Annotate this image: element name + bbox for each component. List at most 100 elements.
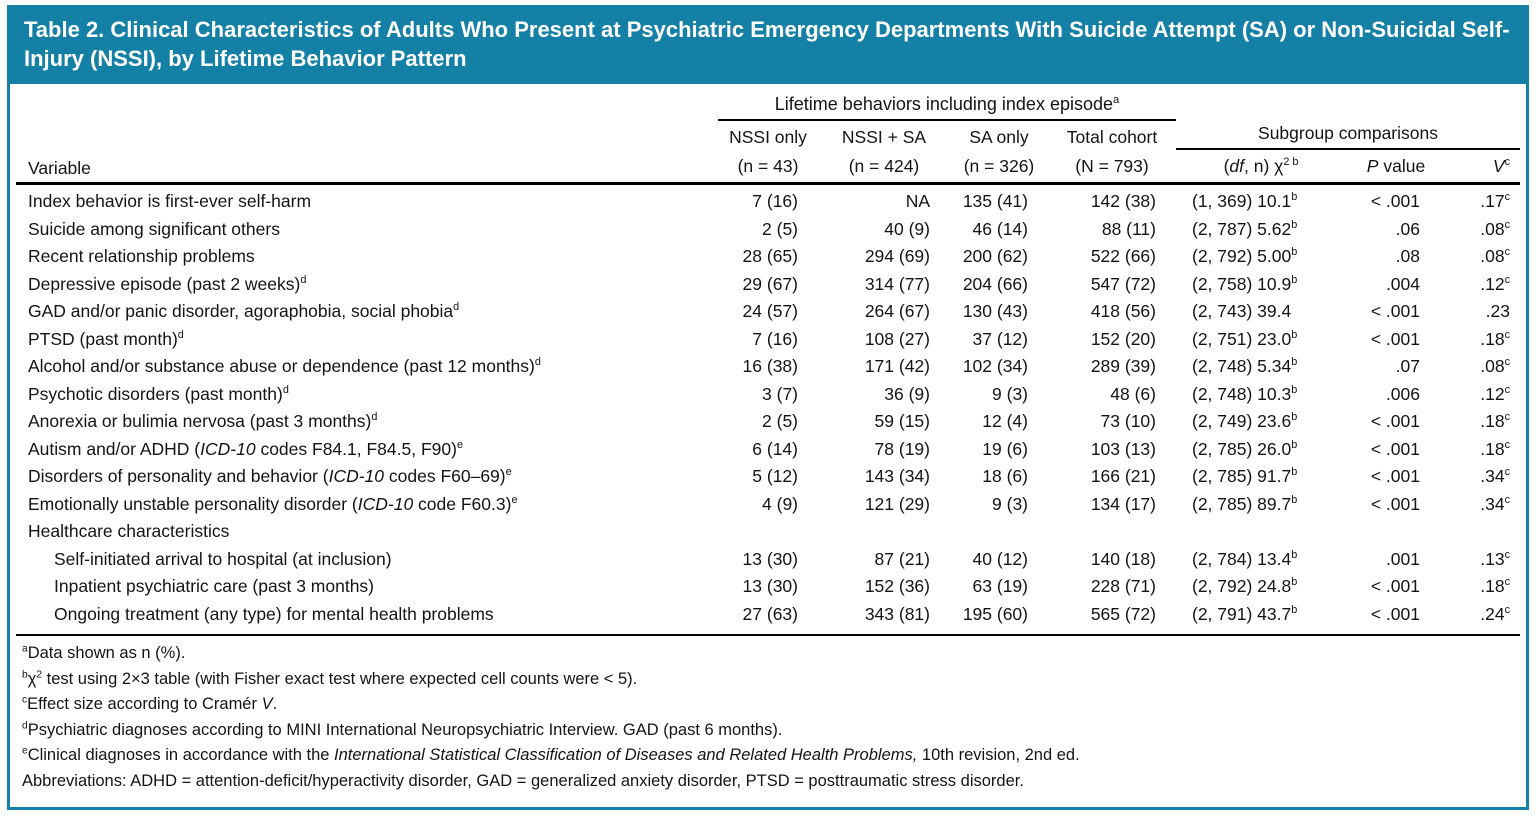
cell-total-cohort: 103 (13)	[1090, 438, 1156, 459]
cell-cramer-v: .17c	[1480, 191, 1510, 212]
cell-nssi-plus-sa: 294 (69)	[864, 246, 930, 267]
cell-p-value: < .001	[1370, 328, 1420, 349]
row-variable-label: Depressive episode (past 2 weeks)d	[28, 273, 307, 294]
cell-sa-only: 40 (12)	[972, 548, 1028, 569]
cell-sa-only: 195 (60)	[962, 603, 1028, 624]
cell-sa-only: 63 (19)	[972, 576, 1028, 597]
cell-sa-only	[950, 518, 1048, 546]
cell-nssi-only: 7 (16)	[752, 191, 798, 212]
cell-chi-square: (2, 785) 91.7b	[1192, 466, 1298, 487]
row-variable-label: Emotionally unstable personality disorde…	[28, 493, 518, 514]
cell-total-cohort: 547 (72)	[1090, 273, 1156, 294]
cell-p-value: < .001	[1370, 493, 1420, 514]
cell-nssi-only: 2 (5)	[762, 411, 798, 432]
cell-chi-square: (2, 748) 5.34b	[1192, 356, 1298, 377]
row-variable-label: Self-initiated arrival to hospital (at i…	[54, 548, 392, 569]
cell-sa-only: 37 (12)	[972, 328, 1028, 349]
cell-p-value: < .001	[1370, 438, 1420, 459]
cell-p-value	[1346, 518, 1446, 546]
cell-chi-square: (2, 784) 13.4b	[1192, 548, 1298, 569]
cell-nssi-plus-sa: 59 (15)	[874, 411, 930, 432]
colhead-nssi-plus-sa-n: (n = 424)	[848, 156, 920, 177]
cell-chi-square: (2, 791) 43.7b	[1192, 603, 1298, 624]
cell-nssi-only: 5 (12)	[752, 466, 798, 487]
cell-nssi-plus-sa: 343 (81)	[864, 603, 930, 624]
lifetime-behaviors-group-header: Lifetime behaviors including index episo…	[718, 92, 1176, 122]
colhead-sa-only-n: (n = 326)	[963, 156, 1035, 177]
table2-frame: Table 2. Clinical Characteristics of Adu…	[7, 5, 1529, 810]
cell-nssi-only: 3 (7)	[762, 383, 798, 404]
cell-nssi-plus-sa: 36 (9)	[884, 383, 930, 404]
cell-chi-square: (2, 743) 39.4	[1192, 301, 1292, 322]
colhead-nssi-only: NSSI only	[729, 127, 807, 148]
footnote-6: Abbreviations: ADHD = attention-deficit/…	[22, 771, 1024, 790]
cell-sa-only: 9 (3)	[992, 493, 1028, 514]
header-row-columns-line1: NSSI only NSSI + SA SA only Total cohort…	[16, 121, 1520, 151]
cell-sa-only: 200 (62)	[962, 246, 1028, 267]
row-variable-label: Inpatient psychiatric care (past 3 month…	[54, 576, 375, 597]
cell-total-cohort: 166 (21)	[1090, 466, 1156, 487]
cell-total-cohort: 418 (56)	[1090, 301, 1156, 322]
footnote-3: cEffect size according to Cramér V.	[22, 694, 278, 714]
cell-p-value: .006	[1385, 383, 1420, 404]
cell-total-cohort: 289 (39)	[1090, 356, 1156, 377]
cell-p-value: < .001	[1370, 576, 1420, 597]
cell-nssi-only: 27 (63)	[742, 603, 798, 624]
cell-nssi-only: 29 (67)	[742, 273, 798, 294]
colhead-total-cohort-n: (N = 793)	[1075, 156, 1149, 177]
cell-total-cohort	[1048, 518, 1176, 546]
cell-nssi-only: 6 (14)	[752, 438, 798, 459]
cell-total-cohort: 142 (38)	[1090, 191, 1156, 212]
cell-total-cohort: 228 (71)	[1090, 576, 1156, 597]
cell-cramer-v: .34c	[1480, 466, 1510, 487]
colhead-nssi-only-n: (n = 43)	[737, 156, 799, 177]
cell-p-value: < .001	[1370, 466, 1420, 487]
cell-nssi-plus-sa: 87 (21)	[874, 548, 930, 569]
cell-nssi-plus-sa: NA	[905, 191, 930, 212]
header-row-columns-line2: Variable (n = 43) (n = 424) (n = 326) (N…	[16, 150, 1520, 182]
subgroup-comparisons-header: Subgroup comparisons	[1176, 121, 1520, 151]
cell-cramer-v: .34c	[1480, 493, 1510, 514]
cell-p-value: < .001	[1370, 301, 1420, 322]
lifetime-behaviors-group-label: Lifetime behaviors including index episo…	[774, 94, 1113, 115]
cell-nssi-only: 16 (38)	[742, 356, 798, 377]
cell-total-cohort: 152 (20)	[1090, 328, 1156, 349]
cell-p-value: < .001	[1370, 603, 1420, 624]
cell-p-value: < .001	[1370, 411, 1420, 432]
cell-nssi-plus-sa	[818, 518, 950, 546]
cell-chi-square: (2, 749) 23.6b	[1192, 411, 1298, 432]
cell-cramer-v: .18c	[1480, 411, 1510, 432]
cramer-v-column-header: Vc	[1492, 156, 1510, 177]
cell-total-cohort: 48 (6)	[1110, 383, 1156, 404]
chi-square-column-header: (df, n) χ2 b	[1223, 156, 1299, 177]
row-variable-label: Index behavior is first-ever self-harm	[28, 191, 312, 212]
row-variable-label: Ongoing treatment (any type) for mental …	[54, 603, 494, 624]
cell-nssi-only: 24 (57)	[742, 301, 798, 322]
table-title-bar: Table 2. Clinical Characteristics of Adu…	[10, 8, 1526, 85]
cell-total-cohort: 134 (17)	[1090, 493, 1156, 514]
cell-chi-square: (2, 792) 24.8b	[1192, 576, 1298, 597]
cell-cramer-v: .08c	[1480, 356, 1510, 377]
header-row-group: Lifetime behaviors including index episo…	[16, 92, 1520, 122]
cell-nssi-only	[718, 518, 818, 546]
colhead-total-cohort: Total cohort	[1066, 127, 1158, 148]
cell-cramer-v: .08c	[1480, 218, 1510, 239]
row-variable-label: GAD and/or panic disorder, agoraphobia, …	[28, 301, 460, 322]
row-variable-label: Recent relationship problems	[28, 246, 255, 267]
cell-chi-square: (2, 785) 26.0b	[1192, 438, 1298, 459]
cell-chi-square: (2, 751) 23.0b	[1192, 328, 1298, 349]
cell-chi-square: (2, 758) 10.9b	[1192, 273, 1298, 294]
cell-sa-only: 135 (41)	[962, 191, 1028, 212]
cell-nssi-plus-sa: 121 (29)	[864, 493, 930, 514]
cell-nssi-only: 7 (16)	[752, 328, 798, 349]
footnote-4: dPsychiatric diagnoses according to MINI…	[22, 720, 783, 739]
cell-total-cohort: 88 (11)	[1101, 218, 1156, 239]
cell-nssi-only: 28 (65)	[742, 246, 798, 267]
cell-sa-only: 102 (34)	[962, 356, 1028, 377]
lifetime-behaviors-group-sup: a	[1113, 94, 1120, 107]
table-rows: Index behavior is first-ever self-harm 7 …	[16, 185, 1520, 632]
variable-column-header: Variable	[28, 158, 91, 179]
colhead-nssi-plus-sa: NSSI + SA	[841, 127, 927, 148]
row-variable-label: Alcohol and/or substance abuse or depend…	[28, 356, 541, 377]
